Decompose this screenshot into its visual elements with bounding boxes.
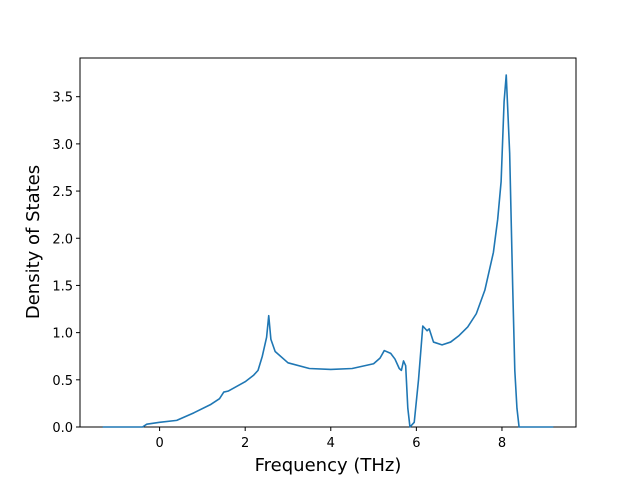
y-axis-label: Density of States xyxy=(23,165,44,319)
y-tick-label: 1.5 xyxy=(52,279,73,294)
x-tick-label: 2 xyxy=(241,436,249,451)
y-tick-label: 3.0 xyxy=(52,138,73,153)
x-tick-label: 4 xyxy=(327,436,335,451)
data-line xyxy=(102,74,554,428)
y-tick-label: 2.0 xyxy=(52,232,73,247)
y-tick-label: 2.5 xyxy=(52,185,73,200)
y-tick-label: 3.5 xyxy=(52,91,73,106)
x-tick-label: 0 xyxy=(155,436,163,451)
x-tick-label: 6 xyxy=(412,436,420,451)
plot-frame xyxy=(79,57,577,428)
y-tick-label: 1.0 xyxy=(52,327,73,342)
y-tick-label: 0.0 xyxy=(52,421,73,436)
y-tick-label: 0.5 xyxy=(52,374,73,389)
x-tick-label: 8 xyxy=(498,436,506,451)
x-axis-label: Frequency (THz) xyxy=(255,455,402,476)
